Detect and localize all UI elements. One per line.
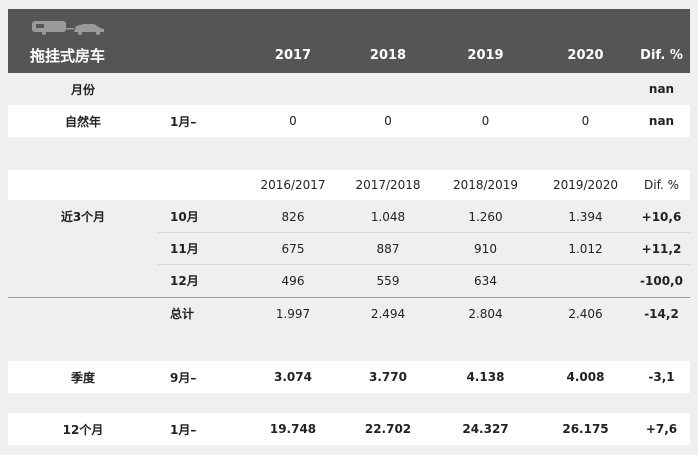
- diff-value: -100,0: [640, 273, 683, 288]
- diff-value: nan: [648, 82, 675, 96]
- value-cell: 3.074: [274, 370, 312, 384]
- value-cell: 910: [474, 241, 497, 256]
- row-label: 近3个月: [60, 210, 106, 224]
- month-row: 月份 nan: [8, 75, 690, 103]
- caravan-car-icon: [32, 21, 104, 35]
- page-title: 拖挂式房车: [30, 47, 106, 65]
- period-label: 9月–: [170, 370, 197, 385]
- row-label: 12个月: [62, 422, 104, 437]
- season-header: 2016/2017: [260, 178, 326, 192]
- value-cell: 0: [289, 114, 297, 128]
- value-cell: 26.175: [562, 422, 609, 436]
- row-divider: [158, 264, 690, 265]
- diff-value: +11,2: [641, 241, 682, 256]
- year-header: 2018: [369, 47, 407, 63]
- value-cell: 2.494: [370, 306, 406, 321]
- value-cell: 0: [481, 114, 490, 128]
- value-cell: 0: [581, 114, 590, 128]
- natural-year-row: 自然年 1月– 0 0 0 0 nan: [8, 105, 690, 137]
- section-divider: [8, 297, 690, 298]
- value-cell: 1.048: [370, 209, 406, 224]
- month-label: 10月: [170, 210, 199, 224]
- diff-header: Dif. %: [644, 178, 679, 192]
- row-label: 自然年: [64, 114, 101, 129]
- quarter-row: 季度 9月– 3.074 3.770 4.138 4.008 -3,1: [8, 361, 690, 393]
- period-label: 1月–: [170, 422, 197, 437]
- month-label: 11月: [170, 242, 199, 256]
- value-cell: 4.008: [566, 370, 605, 384]
- value-cell: 1.260: [468, 209, 503, 224]
- season-header: 2019/2020: [552, 178, 619, 192]
- value-cell: 22.702: [364, 422, 412, 436]
- diff-value: -3,1: [648, 370, 675, 384]
- diff-value: -14,2: [644, 306, 679, 321]
- year-header: 2017: [274, 47, 312, 63]
- value-cell: 19.748: [269, 422, 317, 436]
- value-cell: 826: [281, 209, 305, 224]
- value-cell: 2.406: [568, 306, 603, 321]
- value-cell: [538, 265, 633, 296]
- value-cell: 1.394: [568, 209, 603, 224]
- recent3-row-oct: 近3个月 10月 826 1.048 1.260 1.394 +10,6: [8, 201, 690, 232]
- table-header: 拖挂式房车 2017 2018 2019 2020 Dif. %: [8, 9, 690, 73]
- value-cell: 4.138: [466, 370, 505, 384]
- value-cell: 559: [376, 273, 400, 288]
- recent3-row-dec: 12月 496 559 634 -100,0: [8, 265, 690, 296]
- diff-header: Dif. %: [640, 47, 683, 63]
- value-cell: 3.770: [369, 370, 407, 384]
- season-header-row: 2016/2017 2017/2018 2018/2019 2019/2020 …: [8, 170, 690, 200]
- value-cell: 634: [474, 273, 497, 288]
- year-header: 2019: [467, 47, 504, 63]
- row-divider: [158, 232, 690, 233]
- recent3-total-row: 总计 1.997 2.494 2.804 2.406 -14,2: [8, 298, 690, 329]
- recent3-row-nov: 11月 675 887 910 1.012 +11,2: [8, 233, 690, 264]
- value-cell: 2.804: [468, 306, 503, 321]
- year-header: 2020: [567, 47, 604, 63]
- value-cell: 887: [376, 241, 400, 256]
- diff-value: nan: [648, 114, 675, 128]
- month-label: 12月: [170, 274, 199, 288]
- value-cell: 1.997: [275, 306, 311, 321]
- season-header: 2017/2018: [355, 178, 421, 192]
- value-cell: 496: [281, 273, 305, 288]
- period-label: 1月–: [170, 114, 197, 129]
- twelve-month-row: 12个月 1月– 19.748 22.702 24.327 26.175 +7,…: [8, 413, 690, 445]
- diff-value: +10,6: [641, 209, 682, 224]
- value-cell: 675: [281, 241, 305, 256]
- season-header: 2018/2019: [452, 178, 519, 192]
- value-cell: 24.327: [462, 422, 509, 436]
- value-cell: 0: [384, 114, 392, 128]
- diff-value: +7,6: [645, 422, 678, 436]
- total-label: 总计: [170, 307, 195, 321]
- value-cell: 1.012: [568, 241, 603, 256]
- row-label: 月份: [70, 82, 95, 97]
- row-label: 季度: [70, 370, 95, 385]
